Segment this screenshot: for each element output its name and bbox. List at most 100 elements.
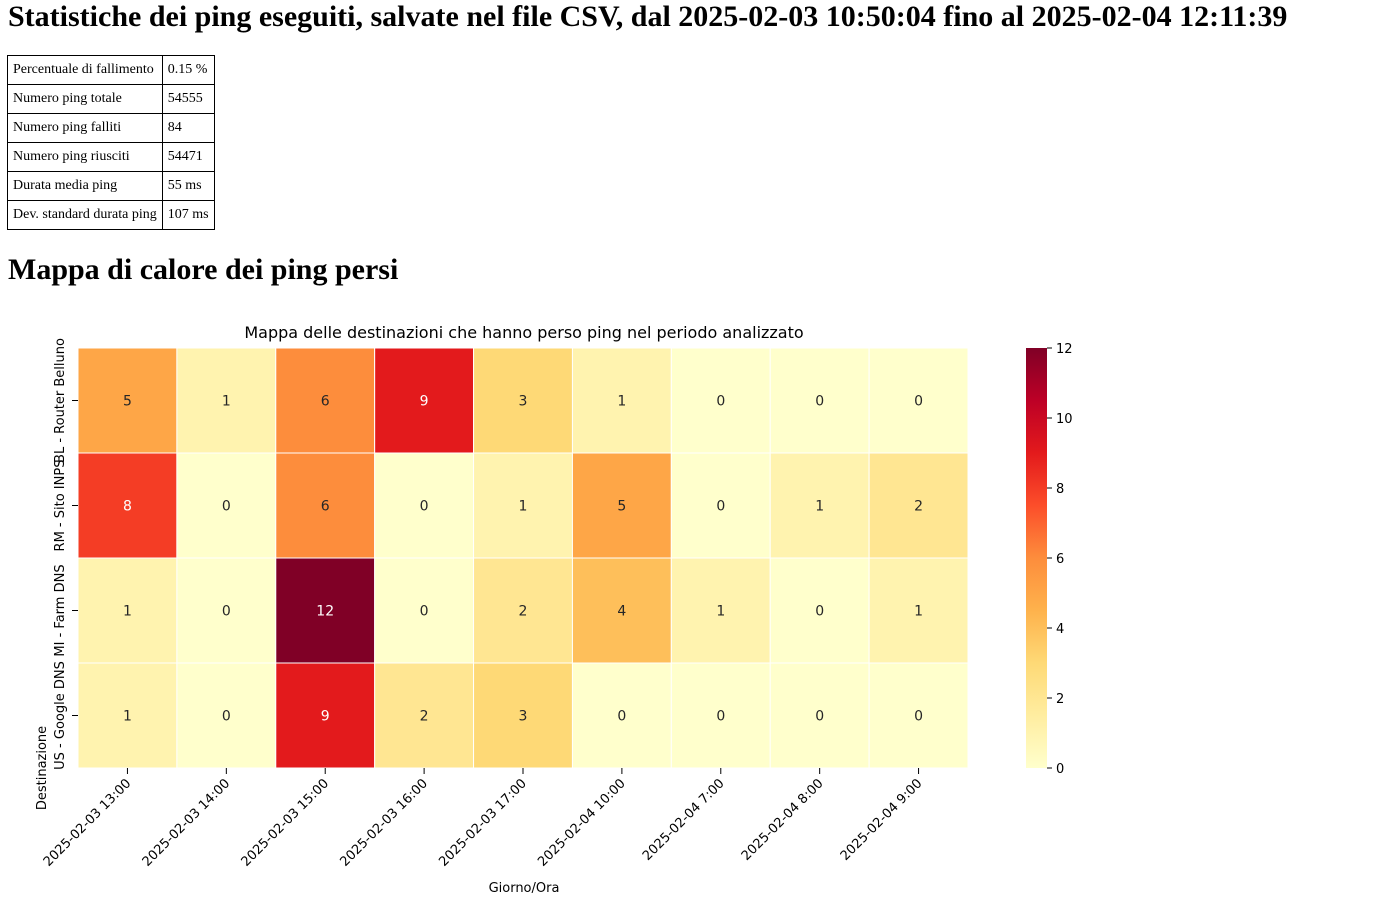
heatmap-cell <box>473 557 573 664</box>
heatmap-cell <box>670 452 771 559</box>
heatmap-cell-label: 8 <box>123 499 132 515</box>
colorbar-tick-label: 0 <box>1056 762 1064 777</box>
heatmap-cell-label: 1 <box>123 604 132 620</box>
heatmap-cell-label: 0 <box>222 499 231 515</box>
heatmap-cell <box>769 662 870 769</box>
stat-value: 84 <box>161 113 215 143</box>
stat-label: Durata media ping <box>7 171 163 201</box>
heatmap-cell <box>868 662 969 769</box>
colorbar <box>1026 348 1047 768</box>
heatmap-cell-label: 0 <box>815 604 824 620</box>
heatmap-cell-label: 1 <box>617 394 626 410</box>
table-row: Percentuale di fallimento 0.15 % <box>7 55 215 85</box>
heatmap-cell-label: 2 <box>914 499 923 515</box>
heatmap-cell-label: 9 <box>420 394 429 410</box>
heatmap-cell <box>868 452 969 559</box>
heatmap-cell <box>176 347 277 454</box>
y-axis-label: Destinazione <box>35 726 50 810</box>
table-row: Numero ping riusciti 54471 <box>7 142 215 172</box>
stat-label: Numero ping falliti <box>7 113 163 143</box>
heatmap-cell <box>176 662 277 769</box>
heatmap-cell-label: 4 <box>617 604 626 620</box>
x-tick-label: 2025-02-03 15:00 <box>239 776 332 869</box>
heatmap-cell <box>868 557 969 664</box>
heatmap-cell <box>473 347 573 454</box>
heatmap-cell-label: 0 <box>914 394 923 410</box>
heatmap-cell <box>571 347 672 454</box>
heatmap-cell-label: 0 <box>716 709 725 725</box>
stat-value: 0.15 % <box>161 55 215 85</box>
heatmap-cell-label: 9 <box>321 709 330 725</box>
y-tick-label: US - Google DNS <box>53 661 68 770</box>
heatmap-cell-label: 0 <box>815 709 824 725</box>
x-axis-ticks: 2025-02-03 13:00 2025-02-03 14:00 2025-02-… <box>41 768 926 870</box>
heatmap-cell <box>275 557 376 664</box>
heatmap-cell <box>77 347 178 454</box>
heatmap-cell-label: 0 <box>716 394 725 410</box>
table-row: Numero ping totale 54555 <box>7 84 215 114</box>
x-tick-label: 2025-02-04 10:00 <box>535 776 628 869</box>
colorbar-tick-label: 8 <box>1056 482 1064 497</box>
x-tick-label: 2025-02-04 8:00 <box>739 776 827 864</box>
heatmap-cell <box>374 347 475 454</box>
x-tick-label: 2025-02-03 17:00 <box>436 776 529 869</box>
heatmap-cell-label: 1 <box>222 394 231 410</box>
stat-value: 55 ms <box>161 171 215 201</box>
heatmap-cell-label: 3 <box>519 709 528 725</box>
stat-label: Percentuale di fallimento <box>7 55 163 85</box>
heatmap-cell <box>769 347 870 454</box>
x-tick-label: 2025-02-04 7:00 <box>640 776 728 864</box>
chart-title: Mappa delle destinazioni che hanno perso… <box>244 323 803 342</box>
heatmap-cell <box>670 557 771 664</box>
heatmap-cell-label: 6 <box>321 499 330 515</box>
page-title: Statistiche dei ping eseguiti, salvate n… <box>8 0 1288 33</box>
colorbar-ticks: 0 2 4 6 8 10 12 <box>1047 342 1073 777</box>
x-tick-label: 2025-02-04 9:00 <box>838 776 926 864</box>
colorbar-tick-label: 10 <box>1056 412 1073 427</box>
heatmap-cell <box>769 452 870 559</box>
stat-value: 54471 <box>161 142 215 172</box>
heatmap-cell-label: 0 <box>420 499 429 515</box>
stat-value: 54555 <box>161 84 215 114</box>
stat-label: Dev. standard durata ping <box>7 200 163 230</box>
x-tick-label: 2025-02-03 13:00 <box>41 776 134 869</box>
heatmap-cell-label: 0 <box>222 709 231 725</box>
heatmap-cell <box>473 452 573 559</box>
heatmap-cell-label: 2 <box>519 604 528 620</box>
heatmap-cell-label: 1 <box>519 499 528 515</box>
stats-table: Percentuale di fallimento 0.15 % Numero … <box>7 55 215 230</box>
colorbar-tick-label: 4 <box>1056 622 1064 637</box>
table-row: Dev. standard durata ping 107 ms <box>7 200 215 230</box>
heatmap-cell <box>77 557 178 664</box>
x-tick-label: 2025-02-03 16:00 <box>337 776 430 869</box>
heatmap-cells <box>77 347 969 769</box>
table-row: Numero ping falliti 84 <box>7 113 215 143</box>
heatmap-cell-label: 1 <box>123 709 132 725</box>
y-tick-label: BL - Router Belluno <box>53 338 68 463</box>
heatmap-cell-label: 5 <box>617 499 626 515</box>
heatmap-cell <box>374 557 475 664</box>
heatmap-cell <box>77 452 178 559</box>
heatmap-cell-label: 0 <box>716 499 725 515</box>
y-tick-label: MI - Farm DNS <box>53 564 68 656</box>
heatmap-chart: Mappa delle destinazioni che hanno perso… <box>35 323 1073 896</box>
heatmap-cell-label: 3 <box>519 394 528 410</box>
heatmap-cell-label: 2 <box>420 709 429 725</box>
colorbar-tick-label: 12 <box>1056 342 1073 357</box>
heatmap-cell-label: 1 <box>716 604 725 620</box>
heatmap-cell-label: 0 <box>617 709 626 725</box>
heatmap-cell <box>374 662 475 769</box>
stat-label: Numero ping totale <box>7 84 163 114</box>
x-tick-label: 2025-02-03 14:00 <box>140 776 233 869</box>
heatmap-cell <box>77 662 178 769</box>
heatmap-cell <box>275 452 376 559</box>
heatmap-cell-label: 1 <box>914 604 923 620</box>
colorbar-tick-label: 2 <box>1056 692 1064 707</box>
heatmap-cell-label: 12 <box>316 604 334 620</box>
heatmap-cell-label: 0 <box>420 604 429 620</box>
x-axis-label: Giorno/Ora <box>489 881 560 896</box>
heatmap-cell <box>571 452 672 559</box>
heatmap-cell-label: 5 <box>123 394 132 410</box>
heatmap-cell <box>176 557 277 664</box>
